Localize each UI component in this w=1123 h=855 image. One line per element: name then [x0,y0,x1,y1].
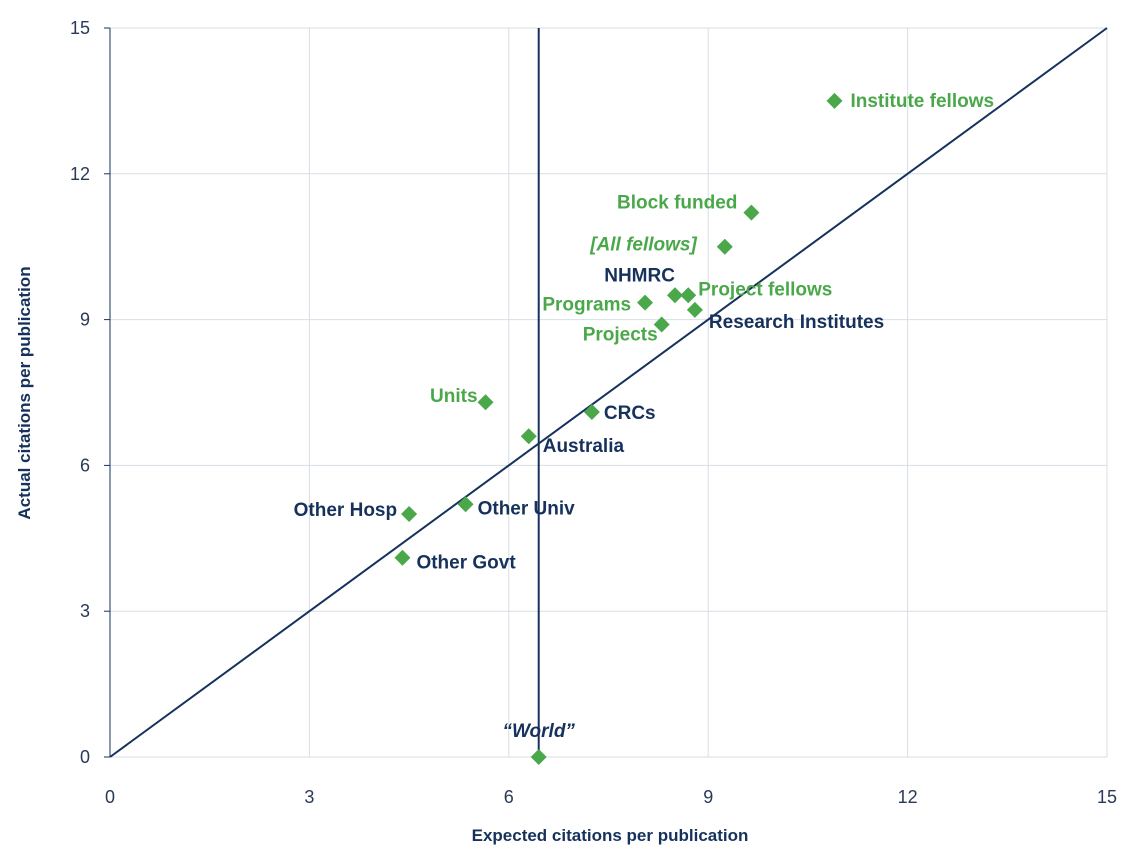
x-tick-label: 15 [1097,787,1117,807]
y-tick-label: 0 [80,747,90,767]
data-point-marker [826,92,843,109]
data-point-label: Projects [583,324,658,345]
data-point-label: [All fellows] [589,235,697,256]
data-point-label: Research Institutes [709,312,884,333]
y-axis-title: Actual citations per publication [15,266,34,519]
data-points [394,92,843,765]
data-point-label: Units [430,386,478,407]
data-point-marker [520,428,537,445]
x-tick-label: 0 [105,787,115,807]
data-point-marker [653,316,670,333]
data-point-label: Block funded [617,193,737,214]
data-point-label: Programs [542,295,631,316]
x-tick-label: 12 [898,787,918,807]
y-tick-label: 6 [80,455,90,475]
data-point-label: Australia [543,436,625,457]
x-tick-label: 6 [504,787,514,807]
x-axis-title: Expected citations per publication [472,826,749,845]
y-tick-label: 3 [80,601,90,621]
data-point-label: NHMRC [604,265,675,286]
data-point-label: Other Hosp [294,500,397,521]
data-point-label: Other Govt [416,553,516,574]
data-point-marker [637,294,654,311]
data-point-marker [666,287,683,304]
data-point-label: Project fellows [698,279,832,300]
data-point-marker [401,506,418,522]
grid-lines [104,27,1108,758]
y-tick-label: 9 [80,310,90,330]
data-point-marker [583,403,600,420]
point-labels: Institute fellows Block funded [All fellow… [294,91,994,742]
y-tick-label: 12 [70,164,90,184]
data-point-marker [457,496,474,513]
data-point-label: “World” [502,721,575,742]
data-point-marker [530,749,547,765]
data-point-label: CRCs [604,403,656,424]
y-tick-label: 15 [70,18,90,38]
x-tick-label: 3 [304,787,314,807]
data-point-marker [743,204,760,221]
reference-lines [109,27,1108,758]
x-tick-label: 9 [703,787,713,807]
data-point-label: Other Univ [478,498,576,519]
data-point-marker [716,238,733,255]
diagonal-reference-line [109,27,1108,758]
tick-labels: 0 3 6 9 12 15 0 3 6 9 12 15 [70,18,1117,807]
data-point-label: Institute fellows [850,91,994,112]
data-point-marker [686,301,703,318]
data-point-marker [680,287,697,304]
data-point-marker [477,394,494,411]
data-point-marker [394,549,411,566]
